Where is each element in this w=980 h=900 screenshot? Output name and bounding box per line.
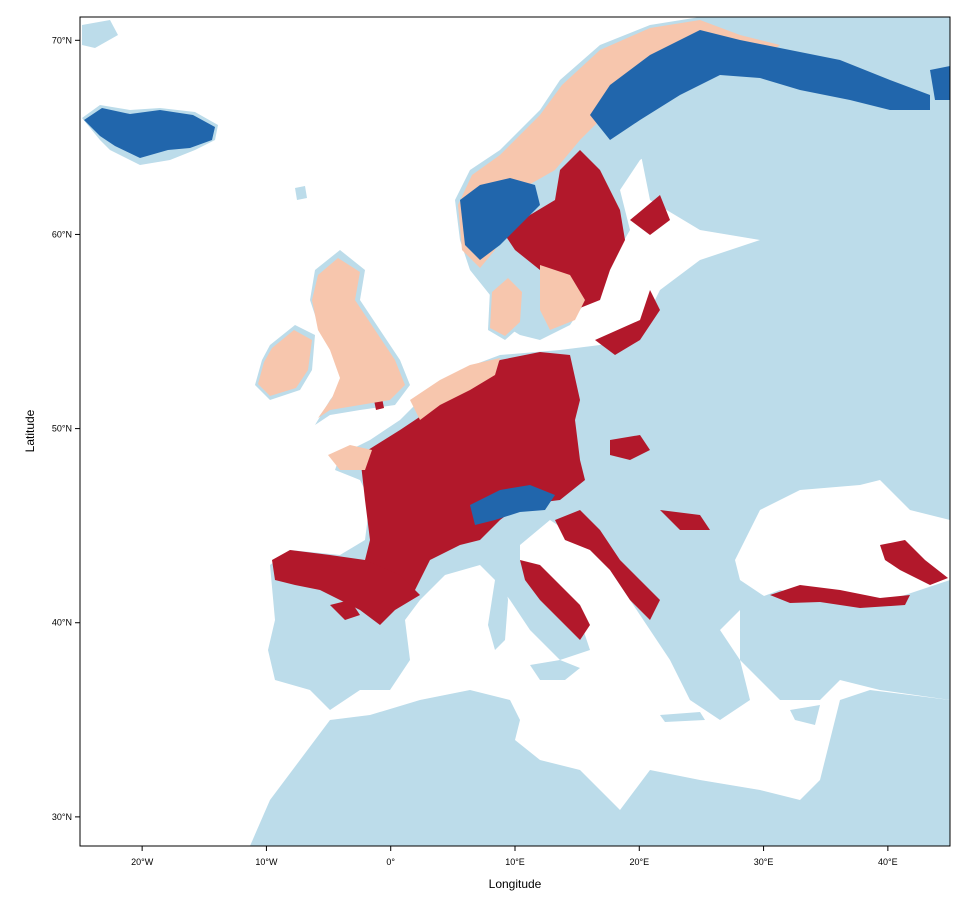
salmon-south-sweden <box>540 265 585 330</box>
x-tick-label: 30°E <box>754 857 774 867</box>
y-tick-label: 60°N <box>52 229 72 239</box>
red-baltic <box>595 290 660 355</box>
y-tick-label: 70°N <box>52 35 72 45</box>
y-tick-label: 30°N <box>52 812 72 822</box>
y-tick-label: 40°N <box>52 618 72 628</box>
x-tick-label: 40°E <box>878 857 898 867</box>
red-alps-balkans <box>555 510 660 620</box>
map-panel <box>80 17 950 846</box>
class-low-layer <box>84 30 950 525</box>
y-axis: 70°N 60°N 50°N 40°N 30°N <box>52 35 80 822</box>
blue-lapland <box>590 30 930 140</box>
x-tick-label: 10°W <box>255 857 278 867</box>
salmon-denmark <box>490 278 522 336</box>
red-iberia-spots <box>330 600 360 620</box>
blue-alps <box>470 485 555 525</box>
blue-iceland <box>84 108 215 158</box>
red-caucasus <box>880 540 948 585</box>
blue-kola <box>930 66 950 100</box>
land-corsica-sardinia <box>488 578 508 650</box>
land-anatolia <box>740 580 950 700</box>
land-faroe <box>295 186 307 200</box>
red-balkans-east <box>660 510 710 530</box>
land-cyprus <box>790 705 820 725</box>
salmon-ireland <box>258 330 312 396</box>
red-apennines <box>520 560 590 640</box>
y-tick-label: 50°N <box>52 424 72 434</box>
salmon-low-countries <box>410 358 500 420</box>
salmon-great-britain <box>312 258 405 418</box>
salmon-brittany <box>328 445 372 470</box>
red-pontic <box>770 585 910 608</box>
red-sweden <box>505 150 625 310</box>
red-finland-coast <box>630 195 670 235</box>
x-tick-label: 20°W <box>131 857 154 867</box>
red-central-europe <box>360 352 585 605</box>
red-carpathians <box>610 435 650 460</box>
class-high-layer <box>272 150 948 640</box>
blue-south-norway <box>460 178 540 260</box>
land-crete <box>660 712 705 722</box>
x-axis: 20°W 10°W 0° 10°E 20°E 30°E 40°E <box>131 846 898 867</box>
x-tick-label: 20°E <box>629 857 649 867</box>
red-iberia-north <box>272 550 420 625</box>
land-svalbard-edge <box>82 20 118 48</box>
x-axis-title: Longitude <box>489 877 542 891</box>
y-axis-title: Latitude <box>23 409 37 452</box>
x-tick-label: 10°E <box>505 857 525 867</box>
land-north-africa <box>250 690 950 846</box>
x-tick-label: 0° <box>386 857 395 867</box>
land-sicily <box>530 660 580 680</box>
